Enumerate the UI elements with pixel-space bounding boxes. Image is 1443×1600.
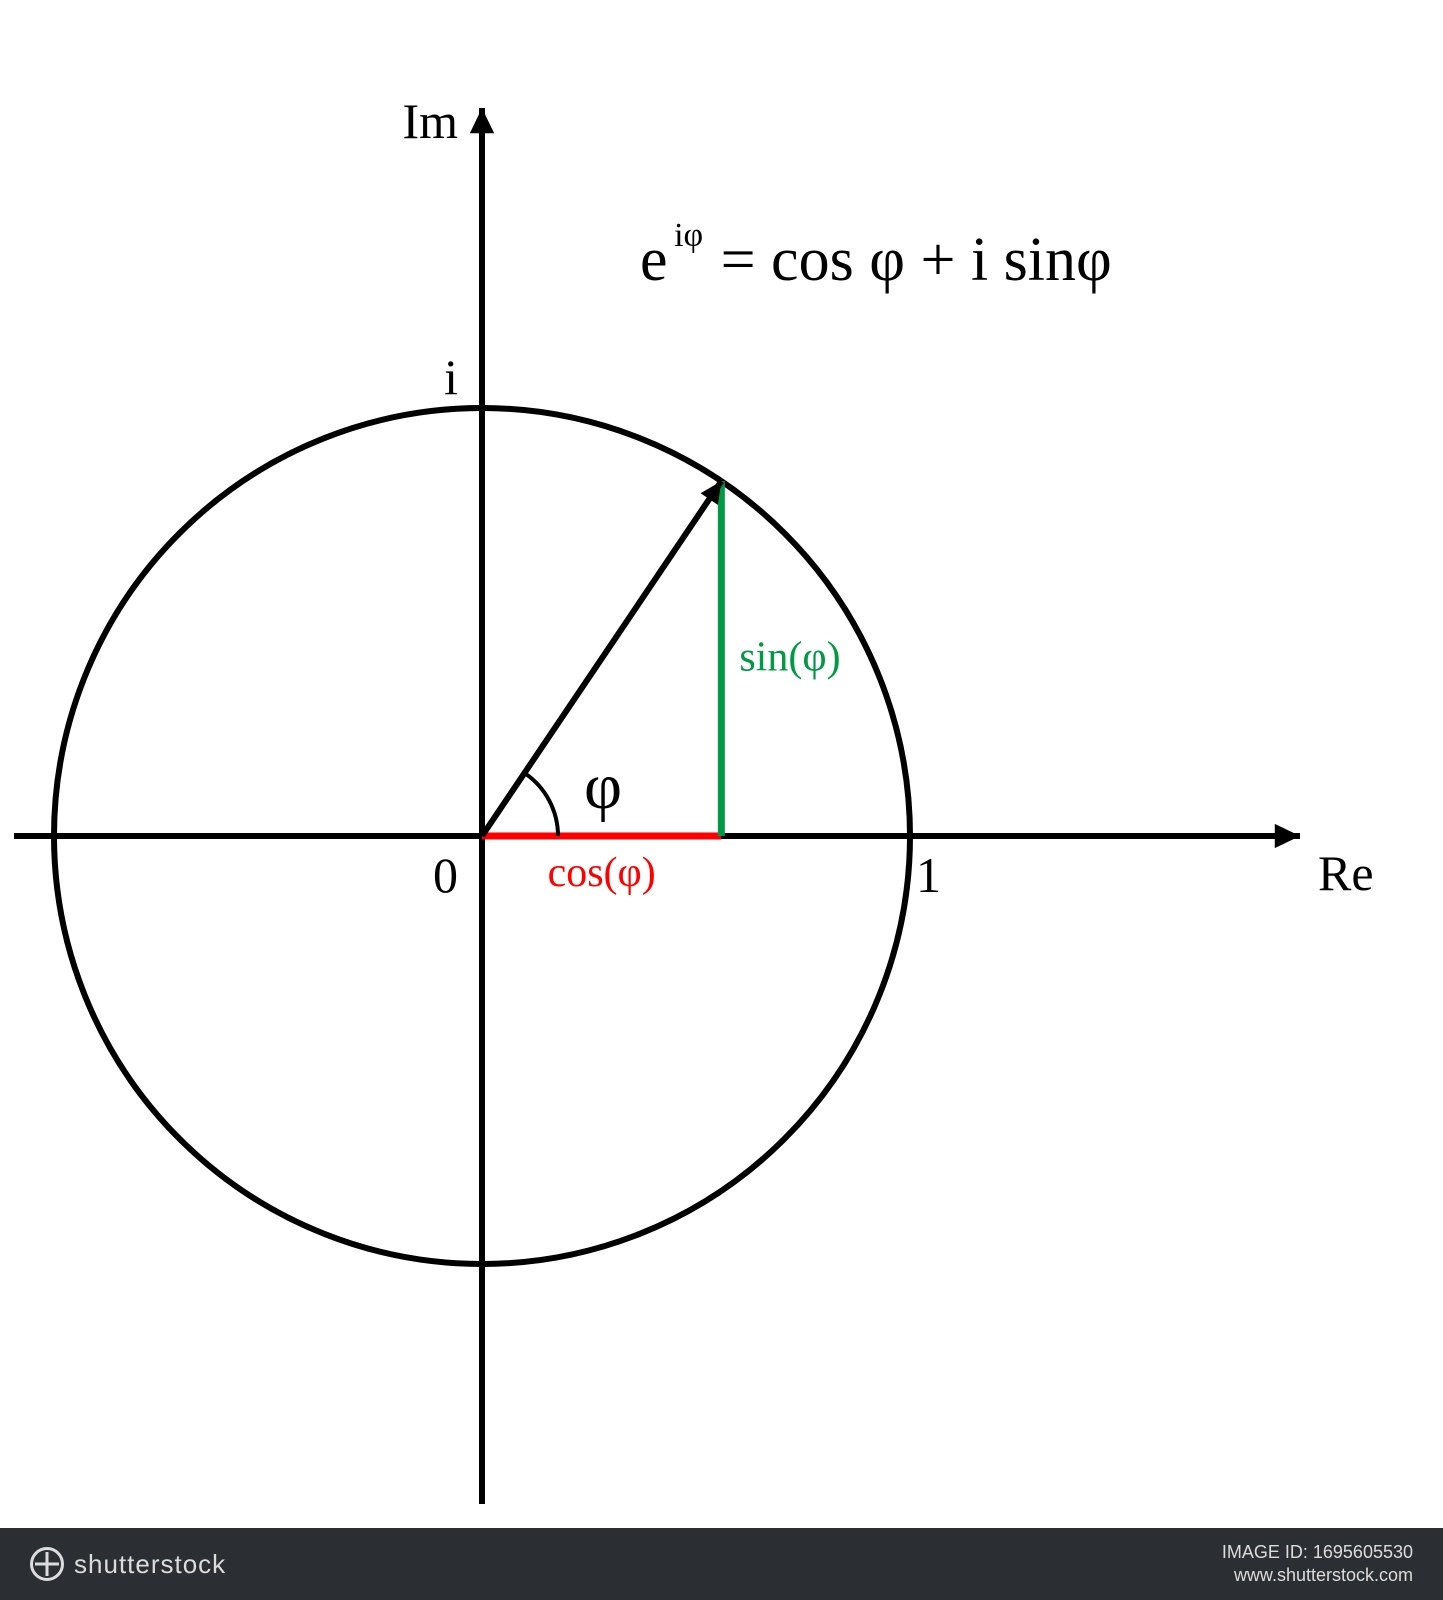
i-label: i — [444, 349, 458, 405]
one-label: 1 — [916, 847, 941, 903]
footer-logo: shutterstock — [30, 1547, 226, 1581]
origin-label: 0 — [433, 847, 458, 903]
shutterstock-icon — [30, 1547, 64, 1581]
x-axis-label: Re — [1318, 845, 1374, 901]
footer-site: www.shutterstock.com — [1222, 1564, 1413, 1587]
formula-exponent: iφ — [674, 217, 703, 254]
phi-label: φ — [584, 750, 622, 823]
footer-meta: IMAGE ID: 1695605530 www.shutterstock.co… — [1222, 1541, 1413, 1588]
footer-brand: shutterstock — [74, 1549, 226, 1580]
angle-arc — [524, 773, 558, 836]
diagram-stage: ReIm01iφcos(φ)sin(φ)eiφ= cos φ + i sinφ — [0, 0, 1443, 1528]
sin-label: sin(φ) — [739, 635, 840, 681]
y-axis-label: Im — [402, 93, 458, 149]
euler-formula: eiφ = cos φ + i sinφ — [640, 217, 1112, 294]
cos-label: cos(φ) — [548, 850, 656, 896]
y-axis — [470, 108, 494, 1504]
euler-diagram: ReIm01iφcos(φ)sin(φ)eiφ= cos φ + i sinφ — [0, 0, 1443, 1528]
footer-id-value: 1695605530 — [1313, 1542, 1413, 1562]
footer-id-label: IMAGE ID: — [1222, 1542, 1308, 1562]
formula-base: e — [640, 226, 668, 294]
footer-bar: shutterstock IMAGE ID: 1695605530 www.sh… — [0, 1528, 1443, 1600]
formula-rhs: = cos φ + i sinφ — [721, 226, 1112, 294]
